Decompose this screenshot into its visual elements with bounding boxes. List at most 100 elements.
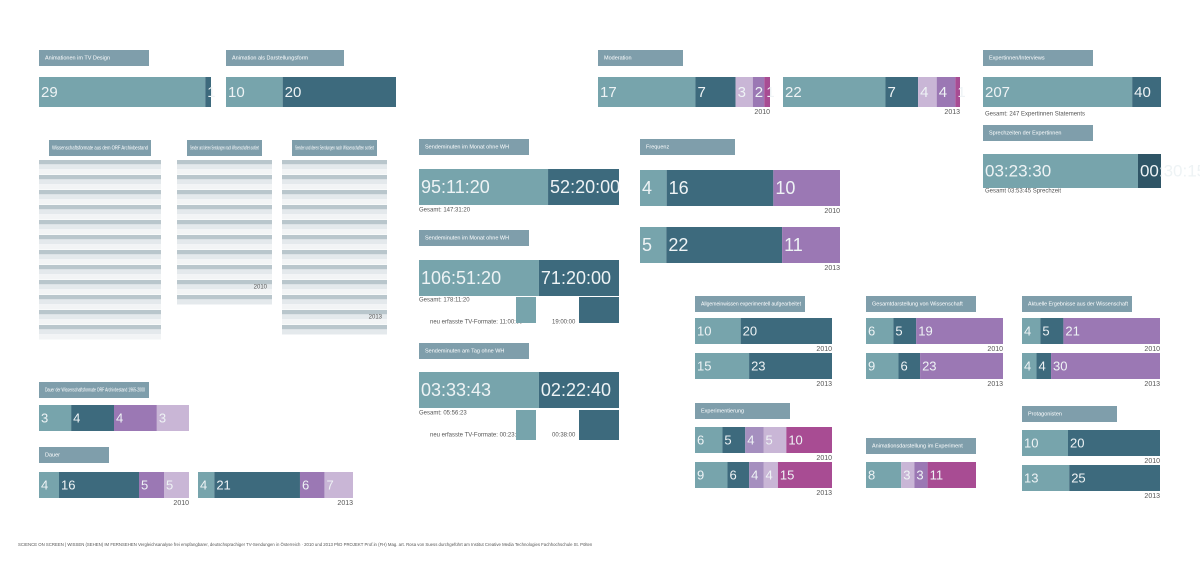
segment [1022,318,1041,344]
table-row [177,260,272,265]
table-row [39,315,161,320]
segment [695,318,741,344]
table-row [282,225,387,230]
note: Gesamt: 178:11:20 [419,298,470,304]
table-row [177,265,272,270]
segment-value: 5 [166,477,173,492]
panel-title-box [419,230,529,246]
segment [695,427,723,453]
segment-value: 5 [642,235,652,255]
table-row [282,275,387,280]
year-label: 2013 [987,381,1003,388]
table-row [39,240,161,245]
table-row [39,305,161,310]
segment-value: 29 [41,84,58,101]
segment [916,318,1003,344]
table-row [177,290,272,295]
segment-value: 13 [1024,470,1038,485]
note: Gesamt: 147:31:20 [419,208,471,214]
panel-title-box [419,343,529,359]
table-row [39,200,161,205]
table-row [282,280,387,285]
table-row [39,220,161,225]
note: Gesamt: 05:56:23 [419,411,467,417]
segment-value: 20 [743,323,757,338]
table-row [282,270,387,275]
table-row [177,285,272,290]
segment [901,462,915,488]
segment [1022,465,1070,491]
segment-value: 5 [1042,323,1049,338]
segment-value: 23 [922,358,936,373]
year-label: 2010 [1144,346,1160,353]
segment [214,472,300,498]
segment-value: 15 [780,467,794,482]
year-label: 2010 [816,346,832,353]
table-row [177,180,272,185]
segment-value: 3 [916,467,923,482]
segment [777,462,832,488]
panel-title: Allgemeinwissen experimentell aufgearbei… [701,301,801,307]
panel-title-box [39,50,149,66]
table-row [39,255,161,260]
panel-title-box [39,447,109,463]
segment [1036,353,1052,379]
segment-value: 3 [159,410,166,425]
segment-value: 95:11:20 [421,177,490,197]
segment [893,318,917,344]
table-row [39,295,161,300]
segment [927,462,976,488]
table-row [282,310,387,315]
panel-title-box [695,403,790,419]
table-row [282,290,387,295]
segment [749,462,764,488]
segment-value: 4 [747,432,754,447]
panel-title-box [39,382,149,398]
year-label: 2010 [824,208,840,215]
table-row [177,160,272,165]
table-row [282,205,387,210]
table-row [39,195,161,200]
segment [640,227,667,263]
table-row [282,185,387,190]
table-row [39,280,161,285]
segment-value: 02:22:40 [541,380,611,400]
table-row [282,245,387,250]
segment [205,77,211,107]
segment-value: 9 [697,467,704,482]
segment-value: 5 [766,432,773,447]
table-row [177,205,272,210]
table-row [177,170,272,175]
segment [866,353,899,379]
table-row [39,185,161,190]
table-row [177,250,272,255]
table-row [282,240,387,245]
segment [782,227,840,263]
table-row [39,245,161,250]
segment [1069,465,1160,491]
table-row [282,265,387,270]
segment [898,353,921,379]
segment-value: 10 [1024,435,1038,450]
table-row [282,170,387,175]
segment-value: 20 [1070,435,1084,450]
table-row [39,270,161,275]
segment [914,462,928,488]
table-row [282,190,387,195]
year-label: 2013 [944,109,960,116]
panel-title: Animationen im TV Design [45,55,110,61]
table-row [39,170,161,175]
segment-value: 71:20:00 [541,268,611,288]
segment [419,169,549,205]
table-row [282,285,387,290]
segment [763,462,778,488]
table-year: 2010 [254,285,268,291]
panel-title: Animation als Darstellungsform [232,55,309,61]
year-label: 2010 [987,346,1003,353]
panel-title-box [1022,296,1132,312]
note: 00:38:00 [552,433,576,439]
segment [1040,318,1064,344]
table-row [177,235,272,240]
segment [139,472,164,498]
